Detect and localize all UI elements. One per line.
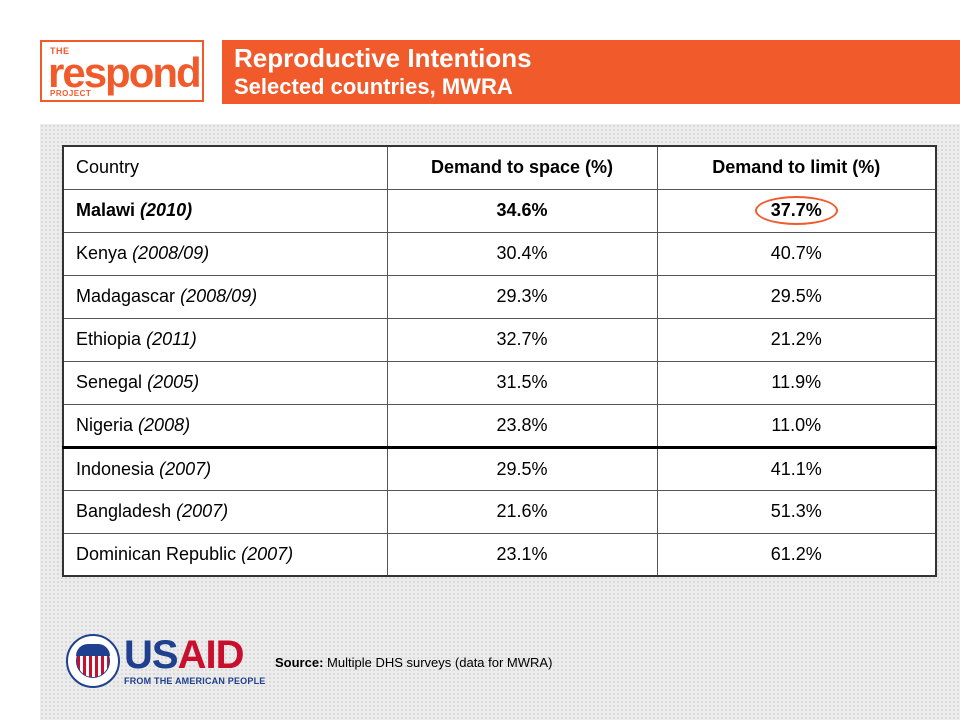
limit-cell: 61.2% xyxy=(656,532,937,577)
seal-shield-top xyxy=(76,644,110,656)
limit-cell: 11.9% xyxy=(656,360,937,405)
usaid-tagline: FROM THE AMERICAN PEOPLE xyxy=(124,676,266,686)
country-name: Indonesia xyxy=(76,458,155,479)
space-cell: 23.1% xyxy=(386,532,658,577)
country-name: Ethiopia xyxy=(76,329,142,349)
country-cell: Malawi (2010) xyxy=(62,188,388,233)
country-cell: Nigeria (2008) xyxy=(62,403,388,449)
country-cell: Ethiopia (2011) xyxy=(62,317,388,362)
header-demand-limit: Demand to limit (%) xyxy=(656,145,937,190)
source-text: Multiple DHS surveys (data for MWRA) xyxy=(327,655,553,670)
country-cell: Bangladesh (2007) xyxy=(62,489,388,534)
limit-cell: 51.3% xyxy=(656,489,937,534)
limit-cell: 41.1% xyxy=(656,446,937,491)
usaid-logo: USAID FROM THE AMERICAN PEOPLE xyxy=(66,633,265,692)
space-cell: 31.5% xyxy=(386,360,658,405)
limit-cell: 29.5% xyxy=(656,274,937,319)
demand-table: Country Demand to space (%) Demand to li… xyxy=(62,145,937,577)
table-row: Dominican Republic (2007) 23.1% 61.2% xyxy=(62,532,937,577)
country-cell: Indonesia (2007) xyxy=(62,446,388,491)
usaid-us: US xyxy=(124,633,179,677)
country-cell: Madagascar (2008/09) xyxy=(62,274,388,319)
usaid-seal-icon xyxy=(66,634,120,688)
table-row: Bangladesh (2007) 21.6% 51.3% xyxy=(62,489,937,534)
logo-project: PROJECT xyxy=(50,89,92,98)
country-name: Kenya xyxy=(76,243,128,263)
source-label: Source: xyxy=(275,655,324,670)
country-name: Bangladesh xyxy=(76,501,172,521)
table-row: Madagascar (2008/09) 29.3% 29.5% xyxy=(62,274,937,319)
country-cell: Kenya (2008/09) xyxy=(62,231,388,276)
table-row: Malawi (2010) 34.6% 37.7% xyxy=(62,188,937,233)
survey-year: (2007) xyxy=(241,543,294,564)
country-name: Dominican Republic xyxy=(76,543,237,564)
space-cell: 30.4% xyxy=(386,231,658,276)
country-cell: Dominican Republic (2007) xyxy=(62,532,388,577)
limit-cell: 40.7% xyxy=(656,231,937,276)
survey-year: (2008/09) xyxy=(132,243,210,263)
limit-cell: 11.0% xyxy=(656,403,937,449)
survey-year: (2010) xyxy=(140,200,193,220)
survey-year: (2007) xyxy=(176,501,229,521)
title-banner: Reproductive Intentions Selected countri… xyxy=(222,40,960,104)
space-cell: 32.7% xyxy=(386,317,658,362)
space-cell: 34.6% xyxy=(386,188,658,233)
survey-year: (2008/09) xyxy=(180,286,258,306)
survey-year: (2007) xyxy=(159,458,212,479)
slide-subtitle: Selected countries, MWRA xyxy=(234,74,513,99)
survey-year: (2005) xyxy=(147,372,200,392)
respond-project-logo: THE respond PROJECT xyxy=(40,40,204,102)
space-cell: 21.6% xyxy=(386,489,658,534)
space-cell: 29.3% xyxy=(386,274,658,319)
limit-cell: 37.7% xyxy=(656,188,937,233)
country-cell: Senegal (2005) xyxy=(62,360,388,405)
table-row: Kenya (2008/09) 30.4% 40.7% xyxy=(62,231,937,276)
highlight-circle: 37.7% xyxy=(754,196,838,225)
table-header-row: Country Demand to space (%) Demand to li… xyxy=(62,145,937,190)
table-row: Indonesia (2007) 29.5% 41.1% xyxy=(62,446,937,491)
space-cell: 29.5% xyxy=(386,446,658,491)
logo-the: THE xyxy=(50,46,70,56)
survey-year: (2008) xyxy=(138,414,191,435)
table-row: Ethiopia (2011) 32.7% 21.2% xyxy=(62,317,937,362)
country-name: Madagascar xyxy=(76,286,176,306)
usaid-aid: AID xyxy=(177,633,245,677)
table-row: Senegal (2005) 31.5% 11.9% xyxy=(62,360,937,405)
survey-year: (2011) xyxy=(146,329,197,349)
country-name: Nigeria xyxy=(76,414,134,435)
space-cell: 23.8% xyxy=(386,403,658,449)
source-note: Source: Multiple DHS surveys (data for M… xyxy=(275,655,552,670)
table-row: Nigeria (2008) 23.8% 11.0% xyxy=(62,403,937,449)
usaid-wordmark: USAID xyxy=(124,633,245,677)
limit-cell: 21.2% xyxy=(656,317,937,362)
header-country: Country xyxy=(62,145,388,190)
country-name: Senegal xyxy=(76,372,143,392)
slide-title: Reproductive Intentions xyxy=(234,43,532,73)
logo-word: respond xyxy=(48,49,202,96)
country-name: Malawi xyxy=(76,200,136,220)
header-demand-space: Demand to space (%) xyxy=(386,145,658,190)
